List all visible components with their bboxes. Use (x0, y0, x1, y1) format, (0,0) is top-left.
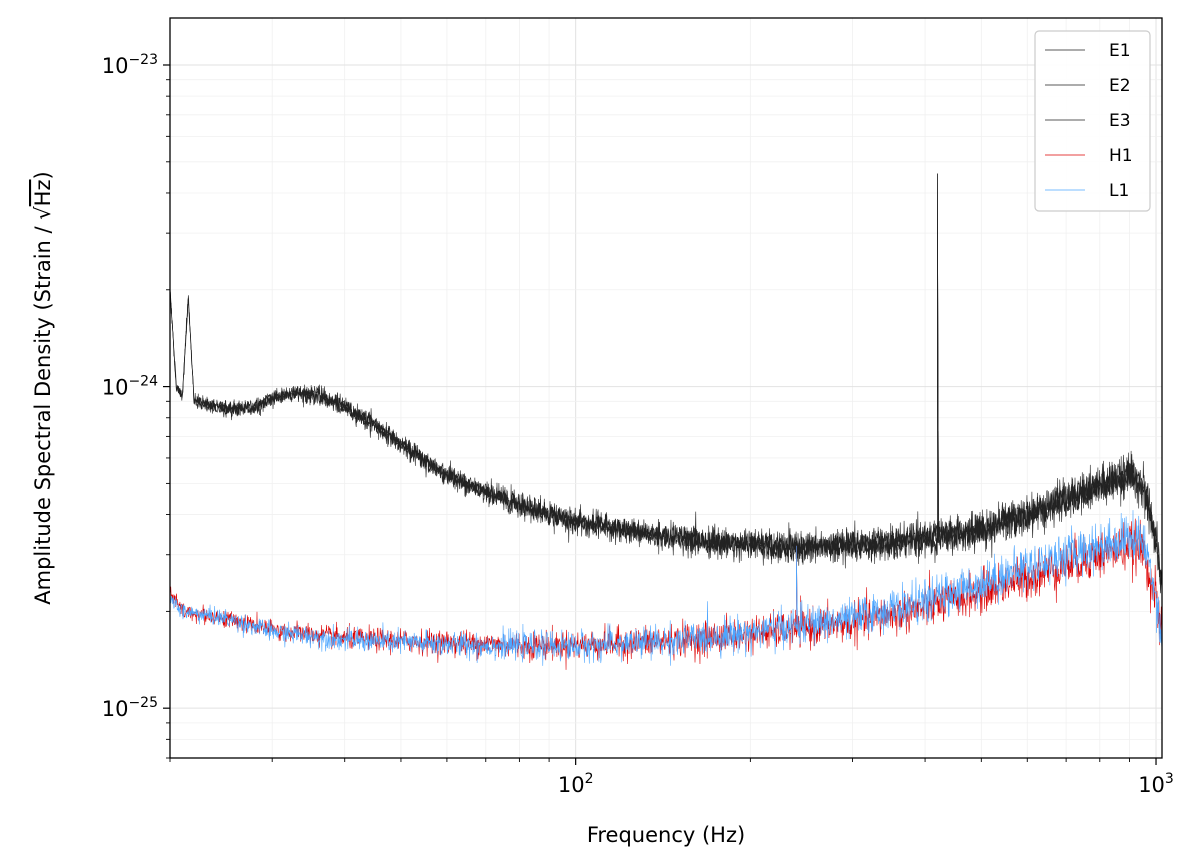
ticks (163, 64, 1157, 765)
y-axis-label-suffix: ) (31, 171, 55, 179)
y-axis-label: Amplitude Spectral Density (Strain / √Hz… (31, 171, 55, 604)
legend-entry-e1: E1 (1045, 41, 1131, 61)
grid (169, 18, 1162, 759)
series-l1-line (170, 510, 1162, 666)
legend-label: L1 (1109, 181, 1129, 201)
y-tick-label: 10−25 (102, 695, 158, 721)
y-axis-label-radical: Hz (31, 179, 55, 206)
legend-entry-h1: H1 (1045, 146, 1133, 166)
x-tick-label: 102 (558, 771, 594, 797)
series-e3-line (170, 173, 1162, 585)
legend-entry-e3: E3 (1045, 111, 1131, 131)
y-tick-label: 10−23 (102, 52, 158, 78)
legend-entry-e2: E2 (1045, 76, 1131, 96)
plot-frame (169, 17, 1163, 759)
legend-label: E2 (1109, 76, 1131, 96)
svg-text:Amplitude Spectral Density (St: Amplitude Spectral Density (Strain / √Hz… (31, 171, 55, 604)
x-axis-label: Frequency (Hz) (587, 823, 745, 847)
x-tick-label: 103 (1138, 771, 1174, 797)
legend: E1 E2 E3 H1 L1 (1034, 30, 1151, 212)
legend-label: E1 (1109, 41, 1131, 61)
legend-entry-l1: L1 (1045, 181, 1129, 201)
y-axis-label-prefix: Amplitude Spectral Density (Strain / (31, 220, 55, 605)
series-layer (170, 173, 1162, 670)
sqrt-icon: √ (31, 206, 55, 220)
legend-label: E3 (1109, 111, 1131, 131)
legend-box (1034, 30, 1151, 212)
tick-labels: 102 103 10−25 10−24 10−23 (102, 52, 1174, 797)
legend-label: H1 (1109, 146, 1133, 166)
y-tick-label: 10−24 (102, 374, 158, 400)
